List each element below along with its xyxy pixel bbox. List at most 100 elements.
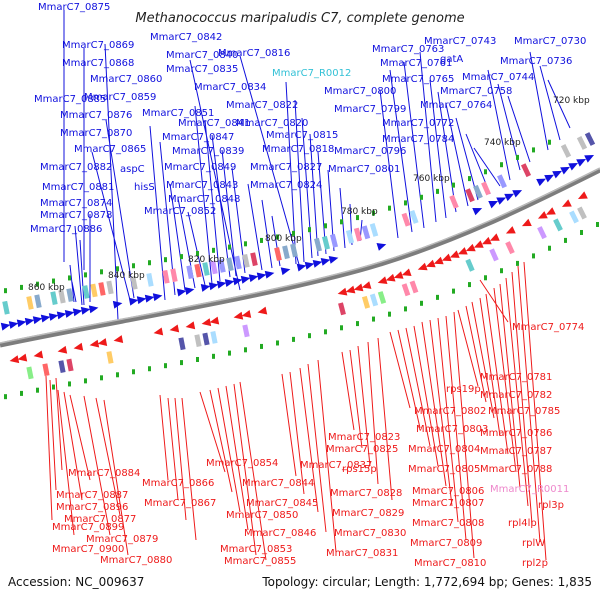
tick-dot: [164, 363, 167, 369]
forward-gene-arrow: [80, 306, 91, 315]
feature-band: [314, 237, 322, 252]
tick-dot: [260, 237, 263, 243]
forward-gene-arrow: [304, 261, 315, 270]
forward-gene-arrow: [0, 322, 11, 331]
leader-lines: [45, 10, 571, 561]
tick-dot: [276, 234, 279, 240]
tick-dot: [404, 200, 407, 206]
feature-band: [576, 136, 588, 150]
genome-backbone-highlight: [0, 167, 600, 344]
forward-gene-arrow: [264, 270, 275, 279]
gene-label-top: MmarC7_0827: [250, 162, 322, 173]
feature-band: [210, 260, 218, 275]
tick-dot: [436, 188, 439, 194]
gene-label-top: MmarC7_0736: [500, 56, 572, 67]
feature-band: [489, 248, 499, 262]
tick-dot: [388, 205, 391, 211]
forward-gene-arrow: [256, 272, 267, 281]
feature-band: [481, 181, 491, 196]
forward-gene-arrow: [232, 277, 243, 286]
gene-label-top: MmarC7_0743: [424, 36, 496, 47]
gene-label-top: MmarC7_0842: [150, 32, 222, 43]
reverse-gene-arrow: [209, 316, 220, 325]
gene-label-top: MmarC7_0834: [194, 82, 266, 93]
tick-dot: [324, 329, 327, 335]
feature-band: [218, 258, 226, 273]
gene-label-bottom: MmarC7_0786: [480, 428, 552, 439]
gene-label-top: MmarC7_0800: [324, 86, 396, 97]
tick-dot: [292, 336, 295, 342]
reverse-gene-arrow: [233, 311, 244, 320]
tick-dot: [500, 162, 503, 168]
reverse-gene-arrow: [393, 271, 404, 279]
feature-band: [66, 358, 74, 372]
gene-label-bottom: MmarC7_0788: [480, 464, 552, 475]
reverse-gene-arrow: [425, 259, 436, 268]
feature-band: [361, 225, 371, 240]
tick-dots: [4, 139, 599, 400]
gene-label-bottom: rpl3p: [538, 500, 564, 511]
forward-gene-arrow: [32, 316, 43, 325]
gene-label-top: MmarC7_0860: [90, 74, 162, 85]
gene-label-top: MmarC7_0859: [84, 92, 156, 103]
forward-gene-arrow: [40, 314, 51, 323]
feature-band: [282, 245, 290, 260]
forward-gene-arrow: [496, 197, 507, 205]
reverse-gene-arrow: [561, 199, 572, 207]
reverse-gene-arrow: [505, 226, 516, 234]
gene-label-top: MmarC7_0848: [168, 194, 240, 205]
forward-gene-arrow: [176, 288, 187, 297]
gene-label-top: MmarC7_0818: [262, 144, 334, 155]
forward-gene-arrow: [152, 293, 163, 302]
gene-label-top: MmarC7_0765: [382, 74, 454, 85]
gene-label-top: MmarC7_0849: [164, 162, 236, 173]
gene-label-bottom: MmarC7_0837: [300, 460, 372, 471]
reverse-gene-arrow: [201, 318, 212, 327]
tick-dot: [532, 147, 535, 153]
reverse-gene-arrow: [337, 287, 348, 296]
feature-band: [401, 283, 411, 297]
feature-band: [170, 268, 178, 283]
tick-dot: [356, 321, 359, 327]
gene-label-top: MmarC7_0764: [420, 100, 492, 111]
gene-label-top: MmarC7_0882: [40, 162, 112, 173]
feature-band: [401, 212, 411, 227]
tick-dot: [180, 254, 183, 260]
tick-label: 760 kbp: [413, 174, 450, 184]
gene-label-top: MmarC7_0843: [166, 180, 238, 191]
forward-gene-arrow: [184, 287, 195, 295]
gene-label-top: MmarC7_0840: [166, 50, 238, 61]
gene-label-bottom: MmarC7_0830: [334, 528, 406, 539]
gene-label-bottom: MmarC7_R0011: [490, 484, 569, 495]
gene-label-top: MmarC7_0824: [250, 180, 322, 191]
reverse-gene-arrow: [473, 240, 484, 248]
forward-gene-arrow: [280, 267, 291, 276]
reverse-gene-arrow: [73, 342, 84, 351]
tick-dot: [516, 154, 519, 160]
tick-dot: [244, 347, 247, 353]
gene-label-top: MmarC7_0878: [40, 210, 112, 221]
gene-label-top: MmarC7_0815: [266, 130, 338, 141]
tick-dot: [468, 176, 471, 182]
feature-band: [202, 262, 210, 276]
gene-label-bottom: rps15p: [342, 464, 377, 475]
reverse-gene-arrow: [361, 281, 372, 289]
gene-label-top: MmarC7_0816: [218, 48, 290, 59]
tick-dot: [292, 230, 295, 236]
feature-band: [345, 229, 355, 244]
forward-gene-arrow: [24, 317, 35, 326]
feature-band: [290, 243, 298, 258]
reverse-gene-arrow: [577, 191, 588, 199]
reverse-gene-arrow: [57, 345, 68, 354]
gene-label-bottom: MmarC7_0884: [68, 468, 140, 479]
gene-label-top: MmarC7_0799: [334, 104, 406, 115]
tick-dot: [452, 182, 455, 188]
tick-dot: [100, 269, 103, 275]
tick-dot: [548, 245, 551, 251]
gene-label-bottom: MmarC7_0782: [480, 390, 552, 401]
accession-text: Accession: NC_009637: [8, 575, 144, 589]
gene-label-bottom: MmarC7_0805: [408, 464, 480, 475]
forward-gene-arrow: [200, 283, 211, 292]
feature-band: [322, 235, 330, 250]
